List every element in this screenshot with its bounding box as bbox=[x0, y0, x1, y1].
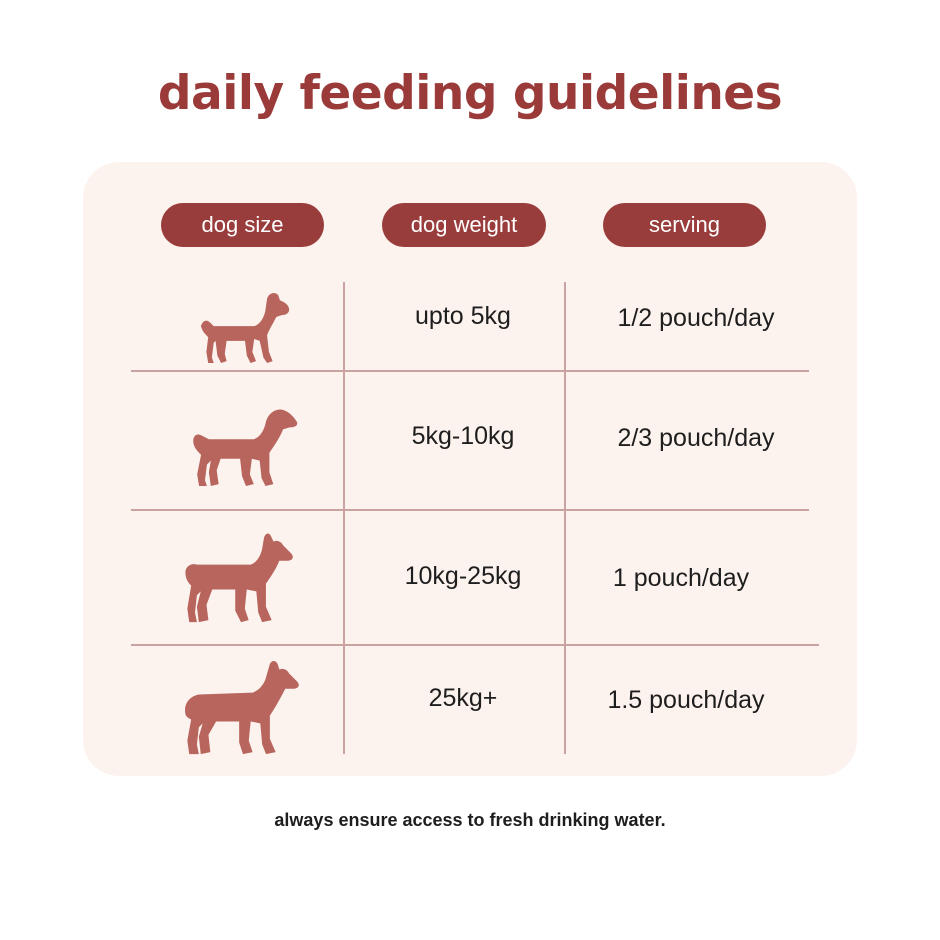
row-divider bbox=[131, 509, 809, 511]
weight-cell: upto 5kg bbox=[415, 302, 511, 330]
row-divider bbox=[131, 370, 809, 372]
page-title: daily feeding guidelines bbox=[157, 66, 783, 121]
serving-cell: 1 pouch/day bbox=[612, 564, 750, 592]
serving-cell: 2/3 pouch/day bbox=[617, 424, 775, 452]
extra-large-dog-icon bbox=[183, 660, 303, 756]
serving-cell: 1.5 pouch/day bbox=[607, 686, 765, 714]
large-dog-icon bbox=[183, 532, 299, 624]
weight-cell: 10kg-25kg bbox=[404, 562, 522, 590]
serving-cell: 1/2 pouch/day bbox=[617, 304, 775, 332]
footer-note: always ensure access to fresh drinking w… bbox=[274, 810, 666, 830]
feeding-table-card: dog size dog weight serving upto 5kg 1/2… bbox=[83, 162, 857, 776]
small-dog-icon bbox=[199, 290, 291, 366]
header-dog-size: dog size bbox=[161, 203, 324, 247]
column-divider bbox=[343, 282, 345, 754]
medium-dog-icon bbox=[191, 406, 299, 488]
header-dog-weight: dog weight bbox=[382, 203, 546, 247]
weight-cell: 5kg-10kg bbox=[411, 422, 515, 450]
column-divider bbox=[564, 282, 566, 754]
row-divider bbox=[131, 644, 819, 646]
weight-cell: 25kg+ bbox=[428, 684, 498, 712]
header-serving: serving bbox=[603, 203, 766, 247]
